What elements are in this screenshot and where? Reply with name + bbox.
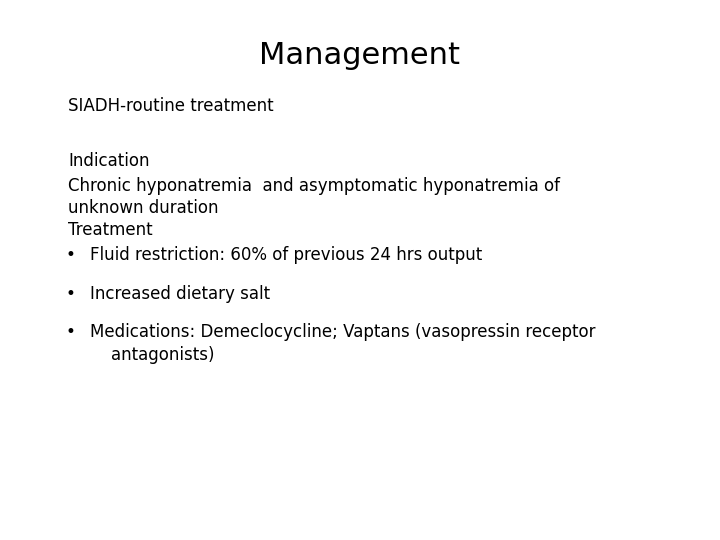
Text: •: • bbox=[66, 323, 76, 341]
Text: Chronic hyponatremia  and asymptomatic hyponatremia of
unknown duration: Chronic hyponatremia and asymptomatic hy… bbox=[68, 177, 560, 217]
Text: Management: Management bbox=[259, 40, 461, 70]
Text: Treatment: Treatment bbox=[68, 221, 153, 239]
Text: SIADH-routine treatment: SIADH-routine treatment bbox=[68, 97, 274, 115]
Text: •: • bbox=[66, 246, 76, 264]
Text: Increased dietary salt: Increased dietary salt bbox=[90, 285, 270, 302]
Text: Medications: Demeclocycline; Vaptans (vasopressin receptor
    antagonists): Medications: Demeclocycline; Vaptans (va… bbox=[90, 323, 595, 363]
Text: Indication: Indication bbox=[68, 152, 150, 170]
Text: Fluid restriction: 60% of previous 24 hrs output: Fluid restriction: 60% of previous 24 hr… bbox=[90, 246, 482, 264]
Text: •: • bbox=[66, 285, 76, 302]
